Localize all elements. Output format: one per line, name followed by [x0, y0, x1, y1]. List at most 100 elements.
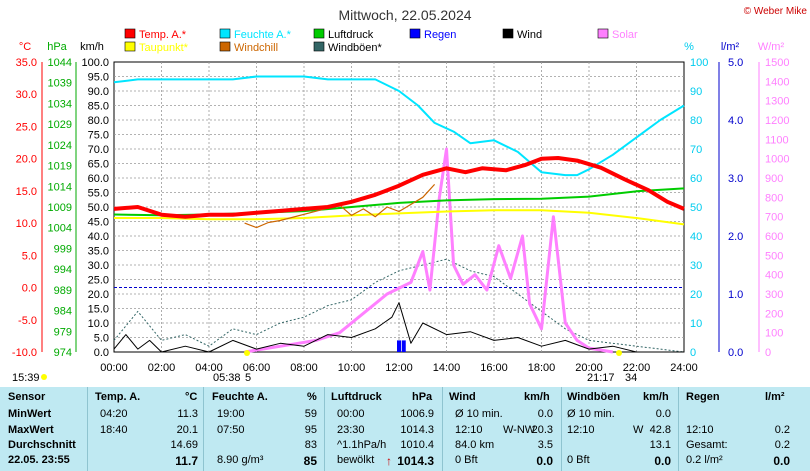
table-cell: 07:50	[217, 424, 245, 436]
header-wind: Wind	[449, 391, 476, 403]
legend-swatch	[502, 28, 514, 39]
kmh-tick: 5.0	[94, 333, 109, 345]
legend-label: Windchill	[234, 42, 278, 54]
kmh-tick: 75.0	[88, 130, 109, 142]
table-cell: 3.5	[537, 439, 553, 451]
rain-tick: 2.0	[728, 231, 743, 243]
hpa-tick: 1009	[48, 202, 72, 214]
legend-label: Feuchte A.*	[234, 29, 292, 41]
kmh-tick: 20.0	[88, 289, 109, 301]
sunrise-time: 05:38	[213, 372, 241, 384]
rain-tick: 4.0	[728, 115, 743, 127]
table-cell: 83	[304, 439, 317, 451]
kmh-tick: 70.0	[88, 144, 109, 156]
solar-tick: 1500	[765, 57, 789, 69]
temp-unit: °C	[19, 41, 31, 53]
kmh-tick: 10.0	[88, 318, 109, 330]
sun-marker	[41, 374, 47, 380]
time-tick: 14:00	[433, 362, 461, 374]
temp-tick: 5.0	[22, 250, 37, 262]
solar-tick: 400	[765, 270, 783, 282]
sunset-marker	[616, 350, 622, 356]
header-wind-unit: km/h	[524, 391, 550, 403]
table-cell: 0 Bft	[567, 454, 590, 466]
hpa-tick: 989	[54, 285, 72, 297]
rain-bar	[401, 340, 406, 352]
pct-tick: 90	[690, 86, 702, 98]
solar-unit: W/m²	[758, 41, 785, 53]
time-tick: 22:00	[623, 362, 651, 374]
pct-unit: %	[684, 41, 694, 53]
solar-tick: 700	[765, 212, 783, 224]
table-cell: 0.2	[774, 439, 790, 451]
solar-tick: 1000	[765, 154, 789, 166]
table-cell: 11.7	[175, 454, 198, 468]
temp-tick: 20.0	[16, 154, 37, 166]
header-rain: Regen	[686, 391, 720, 403]
rain-tick: 5.0	[728, 57, 743, 69]
time-tick: 20:00	[575, 362, 603, 374]
time-tick: 04:00	[195, 362, 223, 374]
table-cell: 12:10	[455, 424, 483, 436]
hpa-tick: 1019	[48, 161, 72, 173]
time-tick: 06:00	[243, 362, 271, 374]
pct-tick: 10	[690, 318, 702, 330]
header-rain-unit: l/m²	[765, 391, 785, 403]
hpa-tick: 994	[54, 264, 72, 276]
pct-tick: 70	[690, 144, 702, 156]
header-temp-unit: °C	[185, 391, 198, 403]
pct-tick: 50	[690, 202, 702, 214]
table-cell: 85	[303, 454, 317, 468]
kmh-tick: 30.0	[88, 260, 109, 272]
legend-swatch	[124, 41, 136, 52]
kmh-tick: 15.0	[88, 304, 109, 316]
header-sensor: Sensor	[8, 391, 46, 403]
legend-label: Luftdruck	[328, 29, 374, 41]
hpa-tick: 1039	[48, 78, 72, 90]
solar-tick: 100	[765, 328, 783, 340]
table-cell: MinWert	[8, 408, 52, 420]
table-cell: 1006.9	[400, 408, 434, 420]
kmh-tick: 85.0	[88, 101, 109, 113]
time-tick: 00:00	[100, 362, 128, 374]
table-cell: ^1.1hPa/h	[337, 439, 387, 451]
pct-tick: 30	[690, 260, 702, 272]
rain-bar	[397, 340, 401, 352]
legend-swatch	[124, 28, 136, 39]
table-cell: 12:10	[686, 424, 714, 436]
pct-tick: 40	[690, 231, 702, 243]
kmh-tick: 45.0	[88, 217, 109, 229]
sunset-time: 21:17	[587, 372, 615, 384]
header-pressure: Luftdruck	[331, 391, 382, 403]
temp-tick: 35.0	[16, 57, 37, 69]
rain-tick: 1.0	[728, 289, 743, 301]
temp-tick: 30.0	[16, 89, 37, 101]
solar-tick: 1200	[765, 115, 789, 127]
sunrise-marker	[244, 350, 250, 356]
solar-tick: 800	[765, 192, 783, 204]
table-cell: Ø 10 min.	[567, 408, 615, 420]
hpa-tick: 1029	[48, 119, 72, 131]
table-cell: Durchschnitt	[8, 439, 76, 451]
legend-label: Regen	[424, 29, 456, 41]
hpa-tick: 1014	[48, 181, 72, 193]
table-cell: 95	[304, 424, 317, 436]
hpa-tick: 984	[54, 306, 72, 318]
table-cell: 0.0	[773, 454, 790, 468]
legend-label: Temp. A.*	[139, 29, 187, 41]
pct-tick: 20	[690, 289, 702, 301]
rain-tick: 3.0	[728, 173, 743, 185]
table-cell: 18:40	[100, 424, 128, 436]
hpa-tick: 974	[54, 347, 72, 359]
table-cell: 0.2	[774, 424, 790, 436]
weather-chart: Mittwoch, 22.05.2024 © Weber Mike Temp. A.…	[12, 6, 808, 384]
hpa-tick: 979	[54, 326, 72, 338]
table-cell: 42.8	[649, 424, 671, 436]
series-windchill	[244, 183, 436, 229]
kmh-tick: 90.0	[88, 86, 109, 98]
table-cell: 12:10	[567, 424, 595, 436]
copyright: © Weber Mike	[744, 6, 808, 17]
legend-label: Taupunkt*	[139, 42, 189, 54]
time-tick: 24:00	[670, 362, 698, 374]
table-cell: 0.0	[537, 408, 553, 420]
